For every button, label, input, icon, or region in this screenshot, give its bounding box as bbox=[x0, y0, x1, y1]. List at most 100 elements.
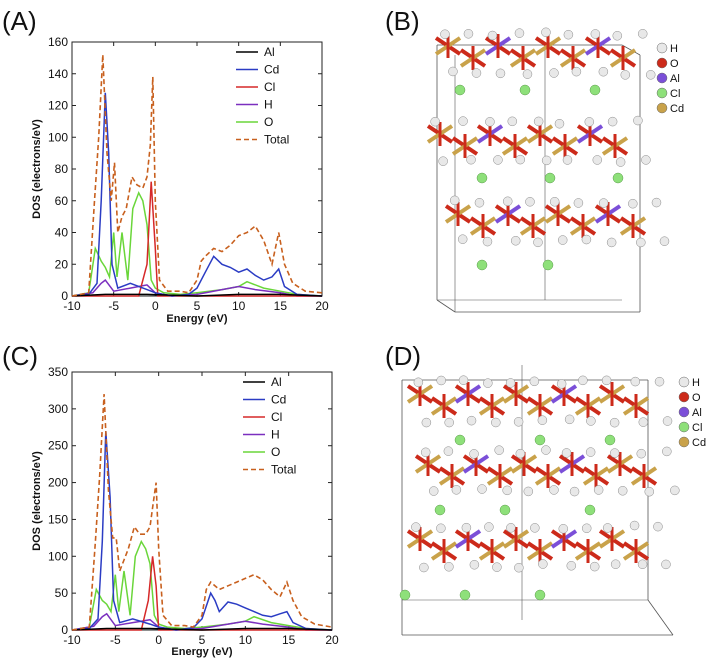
chlorine-atom bbox=[499, 504, 511, 516]
hydrogen-atom bbox=[593, 485, 604, 495]
hydrogen-atom bbox=[502, 485, 512, 496]
hydrogen-atom bbox=[505, 378, 516, 388]
hydrogen-atom bbox=[428, 486, 439, 496]
x-tick-label: 5 bbox=[194, 299, 201, 313]
panel-label-c: (C) bbox=[2, 341, 38, 371]
y-tick-label: 0 bbox=[61, 289, 68, 303]
hydrogen-atom bbox=[421, 417, 432, 428]
y-tick-label: 100 bbox=[48, 549, 68, 563]
legend-label: Cl bbox=[264, 80, 275, 94]
y-tick-label: 150 bbox=[48, 512, 68, 526]
hydrogen-atom bbox=[558, 524, 569, 534]
hydrogen-atom bbox=[585, 447, 596, 457]
y-tick-label: 250 bbox=[48, 439, 68, 453]
hydrogen-atom bbox=[630, 376, 641, 387]
y-axis-label: DOS (electrons/eV) bbox=[31, 451, 43, 551]
chlorine-atom bbox=[454, 434, 466, 446]
hydrogen-atom bbox=[502, 196, 513, 207]
hydrogen-atom bbox=[514, 562, 524, 573]
hydrogen-atom bbox=[590, 29, 601, 39]
hydrogen-atom bbox=[444, 417, 454, 428]
y-tick-label: 40 bbox=[55, 226, 69, 240]
hydrogen-atom bbox=[554, 118, 565, 129]
x-tick-label: 15 bbox=[274, 299, 288, 313]
crystal-legend: HO Al Cl Cd bbox=[678, 376, 706, 449]
hydrogen-atom bbox=[457, 234, 468, 244]
hydrogen-atom bbox=[566, 561, 577, 571]
hydrogen-atom bbox=[636, 448, 647, 459]
legend-atom-cd-icon bbox=[656, 102, 668, 114]
hydrogen-atom bbox=[609, 448, 620, 458]
hydrogen-atom bbox=[538, 559, 548, 569]
hydrogen-atom bbox=[491, 417, 501, 428]
y-tick-label: 140 bbox=[48, 67, 68, 81]
plot-frame bbox=[71, 371, 333, 631]
hydrogen-atom bbox=[523, 486, 534, 497]
crystal-legend-label: O bbox=[692, 392, 701, 404]
legend-label: Total bbox=[264, 133, 289, 147]
y-tick-label: 200 bbox=[48, 476, 68, 490]
hydrogen-atom bbox=[562, 155, 573, 165]
hydrogen-atom bbox=[549, 197, 560, 207]
y-tick-label: 20 bbox=[55, 257, 69, 271]
hydrogen-atom bbox=[438, 156, 448, 166]
hydrogen-atom bbox=[440, 29, 450, 39]
hydrogen-atom bbox=[483, 378, 493, 388]
legend-label: O bbox=[271, 445, 280, 459]
hydrogen-atom bbox=[571, 66, 582, 77]
y-tick-label: 80 bbox=[55, 162, 69, 176]
hydrogen-atom bbox=[513, 417, 524, 427]
hydrogen-atom bbox=[659, 236, 670, 246]
x-tick-label: 5 bbox=[199, 633, 206, 647]
y-tick-label: 50 bbox=[55, 586, 69, 600]
hydrogen-atom bbox=[530, 523, 540, 533]
hydrogen-atom bbox=[458, 375, 469, 385]
hydrogen-atom bbox=[598, 198, 609, 208]
chlorine-atom bbox=[604, 434, 616, 446]
hydrogen-atom bbox=[474, 197, 485, 208]
panel-label-b: (B) bbox=[385, 6, 420, 36]
hydrogen-atom bbox=[581, 523, 592, 534]
hydrogen-atom bbox=[607, 116, 618, 127]
x-tick-label: 20 bbox=[315, 299, 329, 313]
hydrogen-atom bbox=[633, 115, 643, 126]
hydrogen-atom bbox=[533, 116, 544, 127]
hydrogen-atom bbox=[661, 559, 671, 570]
dos-chart-a: -10 -5 0 5 10 15 20 0 20 40 60 80 100 120 140 160 Energ… bbox=[31, 35, 329, 325]
crystal-legend-label: Cl bbox=[670, 88, 680, 100]
hydrogen-atom bbox=[458, 116, 468, 126]
y-tick-label: 300 bbox=[48, 402, 68, 416]
hydrogen-atom bbox=[557, 235, 568, 245]
hydrogen-atom bbox=[670, 485, 680, 496]
hydrogen-atom bbox=[581, 234, 592, 245]
hydrogen-atom bbox=[637, 559, 648, 570]
unit-cell-box bbox=[436, 44, 641, 313]
legend-label: Cl bbox=[271, 410, 282, 424]
hydrogen-atom bbox=[653, 521, 663, 532]
chlorine-atom bbox=[544, 172, 556, 184]
hydrogen-atom bbox=[515, 154, 526, 165]
legend-atom-al-icon bbox=[656, 72, 668, 84]
series-line-total bbox=[71, 54, 323, 297]
hydrogen-atom bbox=[564, 414, 575, 425]
hydrogen-atom bbox=[487, 30, 498, 41]
chlorine-atom bbox=[534, 589, 546, 601]
hydrogen-atom bbox=[644, 486, 655, 497]
hydrogen-atom bbox=[589, 561, 600, 572]
legend-label: Cd bbox=[271, 393, 286, 407]
hydrogen-atom bbox=[471, 68, 482, 78]
y-tick-label: 0 bbox=[61, 623, 68, 637]
legend-atom-al-icon bbox=[678, 406, 690, 418]
legend-label: O bbox=[264, 115, 273, 129]
chlorine-atom bbox=[454, 84, 466, 96]
legend-atom-cl-icon bbox=[678, 421, 690, 433]
hydrogen-atom bbox=[549, 68, 559, 78]
hydrogen-atom bbox=[466, 154, 476, 165]
legend-atom-o-icon bbox=[656, 57, 668, 69]
hydrogen-atom bbox=[662, 446, 672, 457]
legend-label: H bbox=[271, 428, 280, 442]
series-line-total bbox=[71, 394, 333, 631]
series-line-al bbox=[71, 627, 333, 631]
hydrogen-atom bbox=[485, 117, 495, 127]
